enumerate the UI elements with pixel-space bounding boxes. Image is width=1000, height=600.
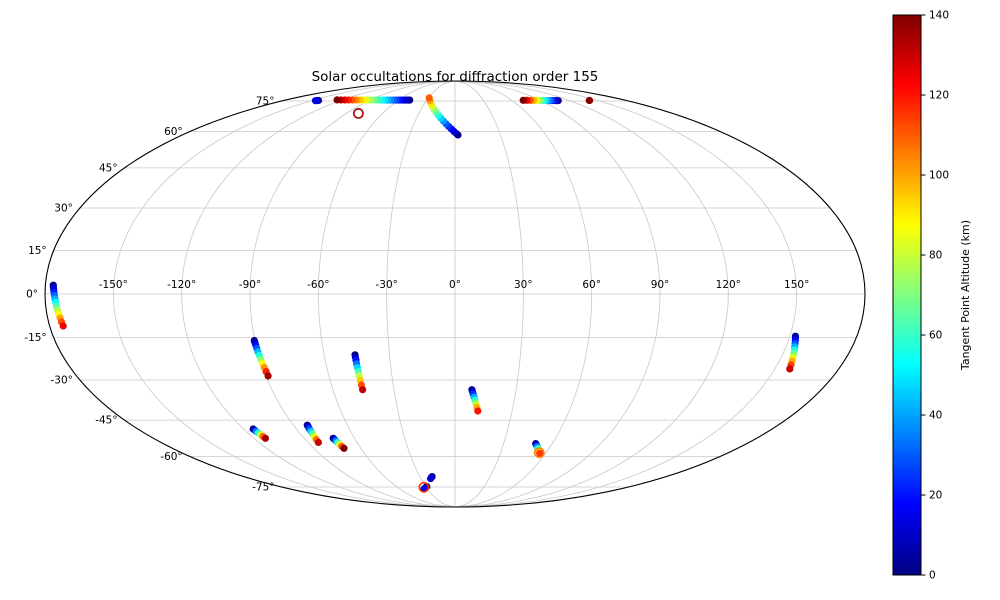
lon-tick-label: -90° — [239, 279, 261, 291]
lat-tick-label: -30° — [50, 375, 72, 387]
colorbar-tick-label: 140 — [929, 10, 949, 22]
lat-tick-label: 75° — [256, 96, 275, 108]
lon-tick-label: 30° — [514, 279, 533, 291]
lat-tick-label: 30° — [54, 203, 73, 215]
occultation-point — [427, 475, 435, 483]
colorbar-tick-label: 20 — [929, 490, 942, 502]
occultation-point — [311, 97, 320, 105]
chart-title: Solar occultations for diffraction order… — [312, 69, 599, 85]
lon-tick-label: 120° — [716, 279, 741, 291]
occultation-ring-marker — [352, 108, 364, 119]
colorbar-tick-label: 40 — [929, 410, 942, 422]
lon-tick-label: -150° — [99, 279, 128, 291]
colorbar-gradient — [892, 14, 922, 576]
lon-tick-label: 90° — [651, 279, 670, 291]
map-outline-group — [44, 80, 866, 508]
lon-tick-label: 60° — [582, 279, 601, 291]
map-outline — [44, 80, 866, 508]
occultation-point — [261, 434, 269, 442]
lat-tick-label: 45° — [99, 162, 118, 174]
occultation-point — [536, 449, 544, 457]
axis-tick-labels-group: -150° -120° -90° -60° -30° 0° 30° 60° 90° 120° 150… — [24, 96, 809, 494]
lon-tick-label: -30° — [375, 279, 397, 291]
colorbar-tick-label: 100 — [929, 170, 949, 182]
lat-tick-label: 15° — [28, 245, 47, 257]
occultation-point — [340, 444, 348, 452]
occultation-ring-marker — [418, 481, 430, 493]
graticule — [45, 80, 865, 508]
colorbar-label: Tangent Point Altitude (km) — [959, 220, 972, 371]
colorbar: 0 20 40 60 80 100 120 140 — [892, 10, 949, 582]
lat-tick-label: -60° — [160, 451, 182, 463]
colorbar-tick-label: 80 — [929, 250, 942, 262]
lon-tick-label: -120° — [167, 279, 196, 291]
colorbar-tick-label: 0 — [929, 570, 936, 582]
lon-tick-label: 150° — [784, 279, 809, 291]
lon-tick-label: -60° — [307, 279, 329, 291]
lat-tick-label: 60° — [164, 126, 183, 138]
colorbar-tick-label: 60 — [929, 330, 942, 342]
lat-tick-label: -45° — [95, 415, 117, 427]
occultation-point — [264, 372, 272, 380]
lat-tick-label: 0° — [26, 289, 38, 301]
occultation-points-group — [49, 94, 800, 493]
lat-tick-label: -15° — [24, 332, 46, 344]
occultation-ring-marker — [533, 447, 545, 459]
occultation-point — [314, 438, 322, 446]
occultation-point — [333, 96, 341, 104]
occultation-point — [359, 386, 367, 394]
occultation-point — [425, 94, 433, 102]
colorbar-tick-label: 120 — [929, 90, 949, 102]
occultation-point — [586, 96, 594, 105]
occultation-point — [786, 365, 794, 373]
lon-tick-label: 0° — [449, 279, 461, 291]
occultation-point — [474, 407, 482, 415]
occultation-point — [519, 96, 527, 104]
lat-tick-label: -75° — [252, 482, 274, 494]
occultation-point — [59, 322, 67, 330]
